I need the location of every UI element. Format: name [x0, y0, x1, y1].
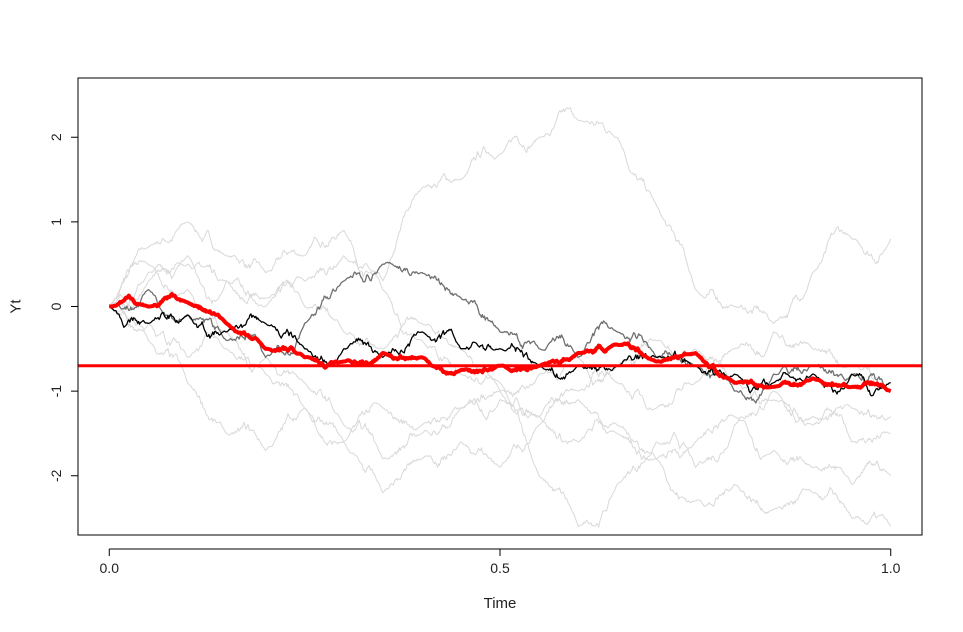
y-tick-label: -1 [48, 385, 64, 398]
y-axis-title: Yt [8, 299, 25, 314]
series-line-6 [108, 255, 892, 426]
x-tick-label: 0.0 [100, 560, 120, 576]
y-tick-label: 1 [48, 218, 64, 226]
x-axis-title: Time [484, 595, 517, 612]
series-line-4 [108, 260, 892, 460]
series-line-3 [108, 306, 892, 527]
y-tick-label: 2 [48, 133, 64, 141]
series-line-7 [109, 261, 891, 404]
y-tick-label: -2 [48, 469, 64, 482]
y-tick-label: 0 [48, 302, 64, 310]
x-tick-label: 0.5 [490, 560, 510, 576]
series-line-9 [108, 292, 892, 393]
y-axis: -2 -1 0 1 2 [48, 133, 79, 482]
x-axis: 0.0 0.5 1.0 [100, 548, 901, 576]
series-line-5 [109, 306, 892, 494]
series-layer [108, 107, 892, 528]
plot-frame [77, 77, 923, 536]
series-line-1 [108, 107, 892, 324]
x-tick-label: 1.0 [881, 560, 901, 576]
